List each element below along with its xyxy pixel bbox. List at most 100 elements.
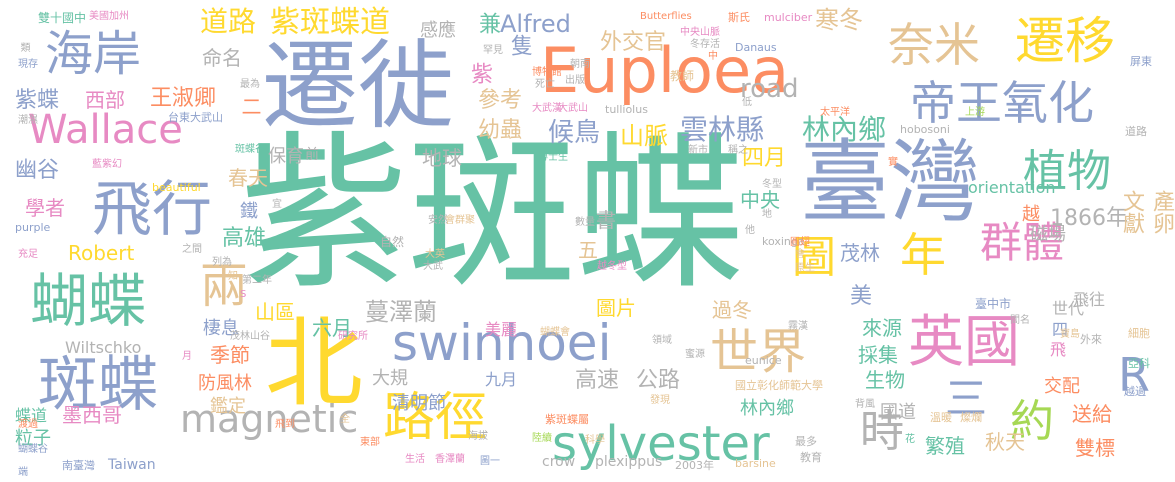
word: 蔓澤蘭 bbox=[365, 298, 437, 326]
word: Alfred bbox=[500, 10, 571, 38]
word: 列為 bbox=[212, 257, 232, 268]
word: 鑑定 bbox=[210, 396, 246, 417]
word: 蝴蝶谷 bbox=[18, 444, 48, 455]
word: 植物 bbox=[1023, 146, 1111, 197]
word: road bbox=[740, 74, 799, 104]
word: 溫暖 bbox=[930, 411, 952, 424]
word: 送給 bbox=[1072, 402, 1112, 426]
word: 幽谷 bbox=[15, 158, 60, 183]
word: 教師 bbox=[670, 69, 695, 83]
word: 閻名 bbox=[1010, 315, 1030, 326]
word: 發現 bbox=[650, 395, 670, 406]
word: 飛 bbox=[1050, 340, 1067, 359]
word: 數量 bbox=[575, 217, 595, 228]
word: 茂林山谷 bbox=[230, 331, 270, 342]
word: 英國 bbox=[908, 310, 1020, 375]
word: 渡過 bbox=[18, 419, 38, 430]
word: 之間 bbox=[182, 244, 202, 255]
word: tulliolus bbox=[605, 103, 648, 116]
word: 高速 bbox=[575, 368, 620, 393]
word: 雲林縣 bbox=[680, 113, 765, 146]
word: 季節 bbox=[210, 343, 250, 367]
word: Taiwan bbox=[108, 457, 156, 473]
word: 生物 bbox=[865, 368, 905, 392]
word: 雙標 bbox=[1075, 436, 1115, 460]
word: 博士生 bbox=[538, 152, 568, 163]
word: 中央 bbox=[740, 188, 780, 212]
word: R bbox=[1118, 348, 1150, 402]
word: 亞科 bbox=[1128, 357, 1150, 370]
word: Robert bbox=[68, 241, 135, 265]
word: plexippus bbox=[595, 454, 663, 470]
word: 圓翅 bbox=[790, 237, 810, 248]
word: Butterflies bbox=[640, 11, 692, 22]
word: 會群聚 bbox=[445, 215, 475, 226]
word: 博物館 bbox=[532, 67, 562, 78]
word: 罕見 bbox=[483, 45, 503, 56]
word: 道路 bbox=[1125, 125, 1147, 138]
word: 九月 bbox=[485, 370, 518, 389]
word: 兩 bbox=[200, 258, 249, 314]
word: 四月 bbox=[742, 146, 787, 171]
word: 太平洋 bbox=[820, 107, 850, 118]
word: 六月 bbox=[312, 316, 352, 340]
word: 大規 bbox=[372, 368, 408, 389]
word: orientation bbox=[968, 178, 1056, 197]
word: 2003年 bbox=[675, 459, 714, 472]
word: 五 bbox=[578, 238, 598, 262]
word: 全 bbox=[340, 414, 350, 425]
word: 參考 bbox=[478, 88, 523, 113]
word: hobosoni bbox=[900, 123, 950, 136]
word: 背風 bbox=[855, 399, 875, 410]
word: purple bbox=[15, 221, 51, 234]
word: 年 bbox=[900, 228, 946, 282]
word: 潮濕 bbox=[18, 115, 38, 126]
word: 林內鄉 bbox=[802, 113, 887, 146]
word: 紫 bbox=[467, 62, 492, 84]
word: 冬型 bbox=[762, 179, 782, 190]
word: 候鳥 bbox=[548, 118, 601, 148]
word: 約 bbox=[1010, 396, 1054, 447]
word: 中 bbox=[708, 51, 718, 62]
word: 出版 bbox=[565, 75, 585, 86]
word: 圖片 bbox=[596, 296, 636, 320]
word: 冬存活 bbox=[690, 39, 720, 50]
word: mulciber bbox=[764, 11, 813, 24]
word: 朝南 bbox=[570, 59, 590, 70]
word: barsine bbox=[735, 457, 776, 470]
word: 安然 bbox=[428, 215, 448, 226]
word: 台東大武山 bbox=[168, 111, 223, 124]
word: 海岸 bbox=[45, 26, 142, 82]
word: 時 bbox=[860, 406, 904, 457]
word: 寶島 bbox=[1060, 329, 1080, 340]
word: 斑蝶谷 bbox=[235, 144, 265, 155]
word: 遷移 bbox=[1015, 12, 1115, 70]
word: 蝶道 bbox=[15, 406, 48, 425]
word: 霧漢 bbox=[788, 321, 808, 332]
word: 美麗 bbox=[485, 320, 518, 339]
word: 上游 bbox=[965, 107, 985, 118]
word: 細胞 bbox=[1128, 327, 1150, 340]
word: 世代 bbox=[1052, 299, 1085, 318]
word: crow bbox=[542, 454, 576, 470]
word: 王淑卿 bbox=[150, 86, 217, 111]
word: 越冬型 bbox=[597, 261, 627, 272]
word: 雙十國中 bbox=[38, 11, 87, 25]
word: 最多 bbox=[795, 435, 817, 448]
word: 蝴蝶會 bbox=[540, 327, 570, 338]
word: 學者 bbox=[25, 196, 65, 220]
word: 感應 bbox=[420, 20, 456, 41]
word: 產卵 bbox=[1149, 190, 1174, 234]
word: 實 bbox=[888, 157, 898, 168]
word: 越過 bbox=[1124, 385, 1146, 398]
word: 防風林 bbox=[198, 373, 252, 394]
word: 外交官 bbox=[600, 30, 667, 55]
word: 研究所 bbox=[338, 331, 368, 342]
word: 粒子 bbox=[15, 428, 51, 449]
word: 書 bbox=[596, 208, 616, 232]
word: 國道 bbox=[880, 402, 916, 423]
word: 圖一 bbox=[480, 456, 500, 467]
word: 地球 bbox=[422, 146, 462, 170]
word: 寒冬 bbox=[815, 6, 863, 34]
